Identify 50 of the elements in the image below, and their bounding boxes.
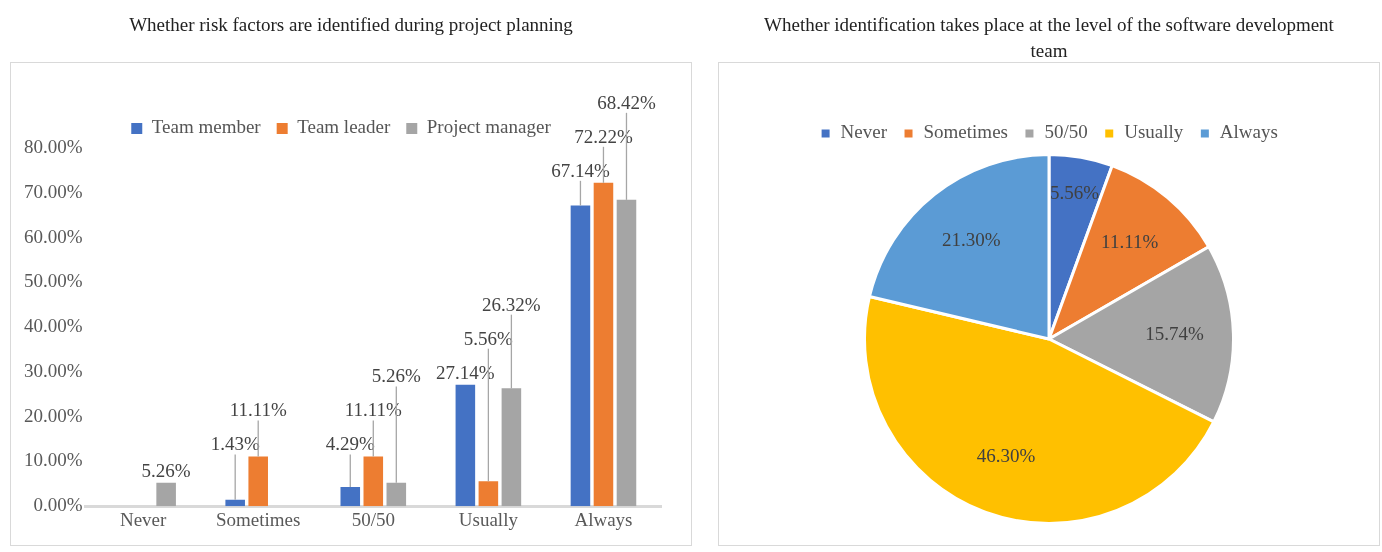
- legend-label: 50/50: [1044, 121, 1088, 143]
- bar: [570, 205, 591, 507]
- data-label: 1.43%: [210, 433, 260, 455]
- legend-label: Never: [840, 121, 888, 143]
- bar: [248, 456, 268, 507]
- data-label: 46.30%: [976, 444, 1036, 466]
- y-tick-label: 80.00%: [24, 135, 83, 157]
- legend-label: Always: [1219, 121, 1278, 143]
- x-tick-label: Always: [574, 508, 633, 530]
- legend-label: Usually: [1124, 121, 1184, 143]
- data-label: 5.56%: [463, 327, 514, 349]
- data-label: 4.29%: [325, 433, 375, 455]
- data-label: 11.11%: [1101, 230, 1159, 252]
- bar: [455, 384, 476, 507]
- legend-label: Sometimes: [923, 121, 1008, 143]
- data-label: 72.22%: [574, 125, 633, 147]
- y-tick-label: 20.00%: [24, 404, 83, 426]
- bar: [363, 456, 384, 507]
- bar: [478, 481, 499, 507]
- legend-label: Team member: [151, 116, 262, 138]
- bar: [156, 482, 176, 507]
- data-label: 5.26%: [371, 365, 422, 387]
- data-label: 15.74%: [1145, 323, 1204, 345]
- chart-title: Whether risk factors are identified during project planning: [128, 13, 574, 37]
- y-tick-label: 50.00%: [24, 270, 83, 292]
- data-label: 68.42%: [597, 91, 656, 113]
- y-tick-label: 30.00%: [24, 359, 83, 381]
- data-label: 26.32%: [482, 293, 541, 315]
- data-label: 21.30%: [941, 228, 1001, 250]
- y-tick-label: 10.00%: [24, 449, 83, 471]
- y-tick-label: 40.00%: [24, 315, 83, 337]
- x-tick-label: Sometimes: [215, 508, 301, 530]
- bar: [593, 182, 614, 507]
- data-label: 5.56%: [1050, 181, 1100, 203]
- data-label: 11.11%: [229, 399, 287, 421]
- x-tick-label: Usually: [458, 508, 519, 530]
- y-tick-label: 60.00%: [24, 225, 83, 247]
- x-tick-label: 50/50: [351, 508, 395, 530]
- y-tick-label: 70.00%: [24, 180, 83, 202]
- legend-label: Project manager: [426, 116, 552, 138]
- data-label: 27.14%: [436, 361, 495, 383]
- bar: [225, 499, 245, 507]
- bar: [340, 486, 361, 507]
- y-tick-label: 0.00%: [33, 494, 83, 516]
- data-label: 67.14%: [551, 159, 610, 181]
- data-label: 11.11%: [344, 399, 403, 421]
- data-label: 5.26%: [141, 459, 191, 481]
- legend-label: Team leader: [297, 116, 391, 138]
- chart-title: Whether identification takes place at the level of the software development team: [763, 13, 1335, 62]
- x-tick-label: Never: [119, 508, 167, 530]
